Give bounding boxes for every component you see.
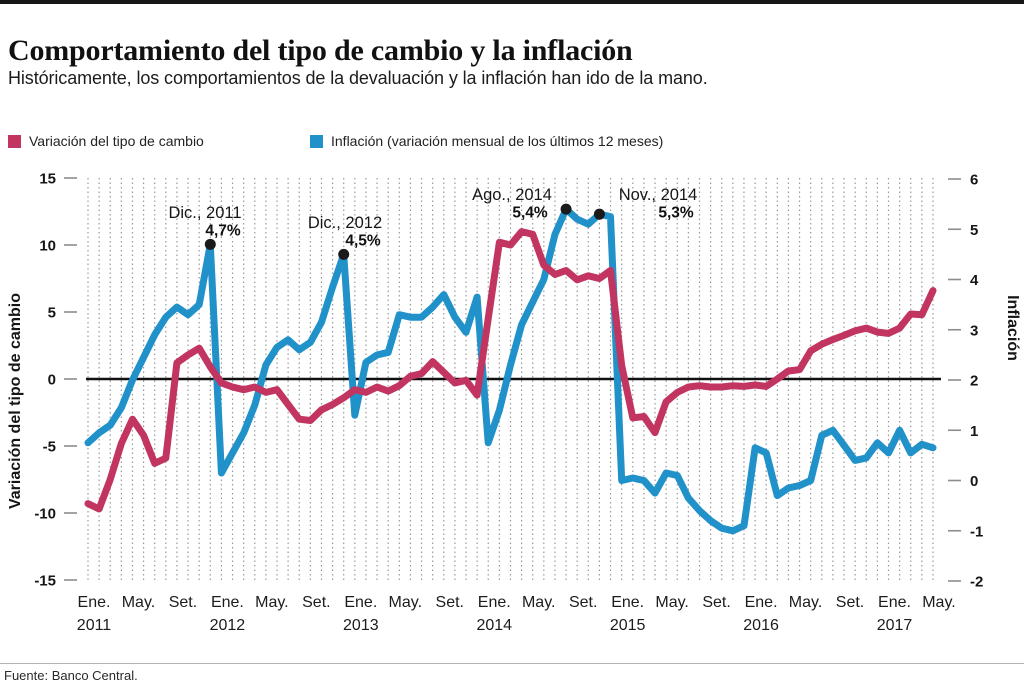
top-accent-bar [0,0,1024,4]
x-tick-year: 2011 [77,617,112,634]
right-axis-tick: 3 [970,322,978,339]
annotation-date-label: Ago., 2014 [472,186,552,204]
page-title: Comportamiento del tipo de cambio y la i… [8,34,633,68]
x-tick-month: Ene. [745,594,778,611]
chart-area: 15 10 5 0 -5 -10 -15 6 5 4 3 2 1 0 -1 -2 Ene. 2011 May. Set… [0,165,1024,635]
x-tick-month: May. [389,594,422,611]
annotation-value-label: 5,3% [658,205,694,222]
legend: Variación del tipo de cambio Inflación (… [0,131,1024,151]
annotation-value-label: 4,5% [345,233,381,250]
x-tick-month: Ene. [211,594,244,611]
legend-label-inflacion: Inflación (variación mensual de los últi… [331,133,664,149]
x-tick-month: Set. [436,594,464,611]
x-tick-month: Set. [569,594,597,611]
x-tick-year: 2015 [610,617,646,634]
x-tick-year: 2016 [743,617,779,634]
page-subtitle: Históricamente, los comportamientos de l… [8,68,708,88]
legend-item-tipo-cambio: Variación del tipo de cambio [8,131,204,151]
right-axis-tick: -2 [970,574,983,591]
x-tick-month: May. [122,594,155,611]
annotation-date-label: Dic., 2012 [308,214,382,232]
inflacion-swatch-icon [310,134,323,148]
annotation-value-label: 4,7% [205,223,241,240]
left-axis-tick: 5 [48,305,56,322]
left-axis-tick: -15 [34,573,56,590]
left-axis-tick: -5 [43,439,56,456]
left-axis-title: Variación del tipo de cambio [7,293,24,509]
x-tick-year: 2017 [877,617,913,634]
annotation-dot [338,248,350,260]
x-tick-month: Ene. [78,594,111,611]
x-tick-month: Ene. [878,594,911,611]
right-axis-tick: 1 [970,423,978,440]
x-tick-month: Set. [702,594,730,611]
left-axis-tick: -10 [34,506,56,523]
x-tick-year: 2014 [476,617,512,634]
x-tick-month: Set. [836,594,864,611]
x-tick-month: Ene. [611,594,644,611]
x-tick-month: May. [522,594,555,611]
annotation-dot [204,238,216,250]
legend-label-tipo-cambio: Variación del tipo de cambio [29,133,204,149]
x-tick-month: May. [655,594,688,611]
x-tick-month: Ene. [478,594,511,611]
legend-item-inflacion: Inflación (variación mensual de los últi… [310,131,663,151]
x-tick-month: Set. [302,594,330,611]
x-tick-year: 2012 [210,617,246,634]
x-tick-year: 2013 [343,617,379,634]
footer-divider [0,663,1024,664]
annotation-dot [593,208,605,220]
right-axis-tick: 6 [970,172,978,189]
source-note: Fuente: Banco Central. [4,668,138,683]
left-axis: 15 10 5 0 -5 -10 -15 [34,171,77,590]
annotation-value-label: 5,4% [512,205,548,222]
x-tick-month: May. [922,594,955,611]
right-axis-tick: -1 [970,523,983,540]
annotation-date-label: Dic., 2011 [168,204,241,222]
series-inflacion [84,205,937,535]
annotation-date-label: Nov., 2014 [619,186,698,204]
left-axis-tick: 0 [48,372,56,389]
right-axis-tick: 5 [970,222,978,239]
x-tick-month: Set. [169,594,197,611]
x-tick-month: Ene. [344,594,377,611]
left-axis-tick: 10 [39,238,56,255]
x-tick-month: May. [255,594,288,611]
x-axis-labels: Ene. 2011 May. Set. Ene. 2012 May. Set. Ene. 2013… [77,594,956,634]
series-tipo-cambio [84,228,937,513]
right-axis: 6 5 4 3 2 1 0 -1 -2 [948,172,983,591]
tipo-cambio-swatch-icon [8,134,21,148]
right-axis-title: Inflación [1004,295,1021,361]
right-axis-tick: 4 [970,272,979,289]
x-tick-month: May. [789,594,822,611]
right-axis-tick: 0 [970,473,978,490]
annotation-dot [560,203,572,215]
right-axis-tick: 2 [970,373,978,390]
left-axis-tick: 15 [39,171,56,188]
